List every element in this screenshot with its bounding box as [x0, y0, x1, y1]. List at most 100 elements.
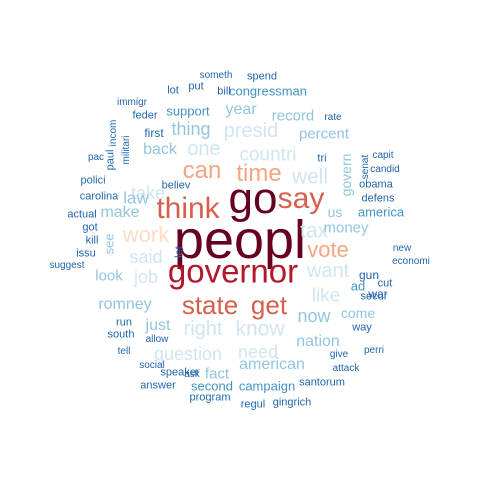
cloud-word-get: get [250, 290, 288, 320]
cloud-word-record: record [271, 107, 315, 125]
cloud-word-secur: secur [360, 290, 388, 303]
cloud-word-answer: answer [140, 379, 176, 392]
cloud-word-can: can [182, 157, 222, 184]
cloud-word-ask: ask [184, 369, 200, 380]
cloud-word-perri: perri [363, 345, 385, 356]
cloud-word-percent: percent [298, 125, 350, 143]
cloud-word-back: back [143, 141, 177, 158]
cloud-word-come: come [340, 305, 376, 321]
cloud-word-money: money [323, 219, 369, 237]
cloud-word-suggest: suggest [49, 260, 85, 271]
cloud-word-got: got [82, 221, 98, 234]
cloud-word-year: year [225, 101, 257, 118]
cloud-word-presid: presid [223, 120, 279, 142]
cloud-word-go: go [228, 174, 278, 223]
cloud-word-defens: defens [361, 192, 395, 205]
cloud-word-militari: militari [121, 135, 132, 165]
cloud-word-economi: economi [392, 256, 430, 267]
cloud-word-polici: polici [80, 174, 106, 187]
cloud-word-let: let [173, 246, 186, 258]
cloud-word-us: us [327, 204, 343, 220]
cloud-word-take: take [130, 183, 166, 203]
cloud-word-first: first [144, 126, 164, 140]
cloud-word-said: said [129, 247, 163, 267]
cloud-word-second: second [191, 378, 233, 394]
cloud-word-program: program [189, 391, 231, 404]
cloud-word-senat: senat [360, 154, 371, 180]
cloud-word-obama: obama [359, 178, 393, 191]
cloud-word-support: support [166, 103, 210, 119]
cloud-word-tax: tax [299, 219, 329, 243]
cloud-word-just: just [145, 317, 171, 334]
cloud-word-american: american [239, 356, 305, 373]
cloud-word-feder: feder [132, 109, 158, 122]
cloud-word-need: need [237, 342, 279, 362]
cloud-word-speaker: speaker [160, 366, 200, 379]
cloud-word-america: america [357, 204, 405, 220]
cloud-word-lot: lot [167, 84, 179, 97]
cloud-word-time: time [236, 160, 282, 187]
cloud-word-pac: pac [87, 152, 105, 163]
cloud-word-question: question [153, 344, 223, 364]
cloud-word-cut: cut [377, 277, 393, 290]
cloud-word-gingrich: gingrich [272, 396, 312, 409]
cloud-word-want: want [306, 260, 350, 282]
cloud-word-gun: gun [358, 268, 380, 282]
cloud-word-vote: vote [307, 237, 349, 262]
cloud-word-state: state [181, 290, 239, 320]
cloud-word-kill: kill [85, 234, 99, 247]
cloud-word-job: job [133, 267, 159, 287]
cloud-word-south: south [107, 328, 135, 341]
cloud-word-fact: fact [204, 365, 230, 383]
cloud-word-now: now [297, 306, 331, 326]
cloud-word-know: know [235, 317, 285, 341]
cloud-word-war: war [368, 287, 388, 301]
cloud-word-candid: candid [370, 164, 400, 175]
cloud-word-spend: spend [247, 70, 277, 83]
cloud-word-tri: tri [317, 152, 327, 165]
cloud-word-romney: romney [98, 296, 152, 313]
cloud-word-right: right [183, 318, 223, 340]
cloud-word-like: like [311, 285, 341, 307]
cloud-word-way: way [352, 321, 372, 334]
cloud-word-issu: issu [76, 247, 96, 260]
cloud-word-incom: incom [108, 119, 119, 147]
cloud-word-believ: believ [161, 179, 191, 192]
cloud-word-well: well [291, 165, 329, 189]
cloud-word-put: put [188, 80, 204, 93]
cloud-word-congressman: congressman [228, 83, 308, 99]
cloud-word-make: make [100, 204, 140, 221]
cloud-word-law: law [123, 188, 149, 208]
cloud-word-social: social [139, 360, 165, 371]
cloud-word-attack: attack [332, 363, 360, 374]
cloud-word-countri: countri [239, 144, 297, 166]
cloud-word-paul: paul [104, 149, 117, 171]
cloud-word-thing: thing [171, 119, 211, 139]
cloud-word-say: say [277, 182, 325, 215]
cloud-word-work: work [122, 222, 170, 247]
cloud-word-capit: capit [372, 150, 394, 161]
cloud-word-actual: actual [67, 208, 97, 221]
cloud-word-campaign: campaign [238, 378, 296, 394]
cloud-word-see: see [101, 233, 117, 255]
cloud-word-someth: someth [199, 70, 233, 81]
cloud-word-carolina: carolina [79, 190, 119, 203]
cloud-word-new: new [392, 243, 412, 254]
cloud-word-immigr: immigr [117, 97, 147, 108]
cloud-word-bill: bill [217, 85, 231, 98]
cloud-word-peopl: peopl [173, 210, 307, 270]
cloud-word-regul: regul [240, 398, 266, 411]
cloud-word-one: one [187, 138, 221, 160]
cloud-word-govern: govern [338, 153, 354, 197]
cloud-word-run: run [116, 316, 132, 329]
cloud-word-nation: nation [296, 333, 340, 350]
cloud-word-santorum: santorum [299, 376, 345, 389]
cloud-word-think: think [156, 192, 220, 225]
cloud-word-allow: allow [145, 334, 169, 345]
cloud-word-give: give [329, 349, 349, 360]
cloud-word-ad: ad [350, 278, 366, 294]
cloud-word-rate: rate [324, 112, 342, 123]
cloud-word-governor: governor [167, 252, 299, 290]
cloud-word-tell: tell [117, 346, 131, 357]
